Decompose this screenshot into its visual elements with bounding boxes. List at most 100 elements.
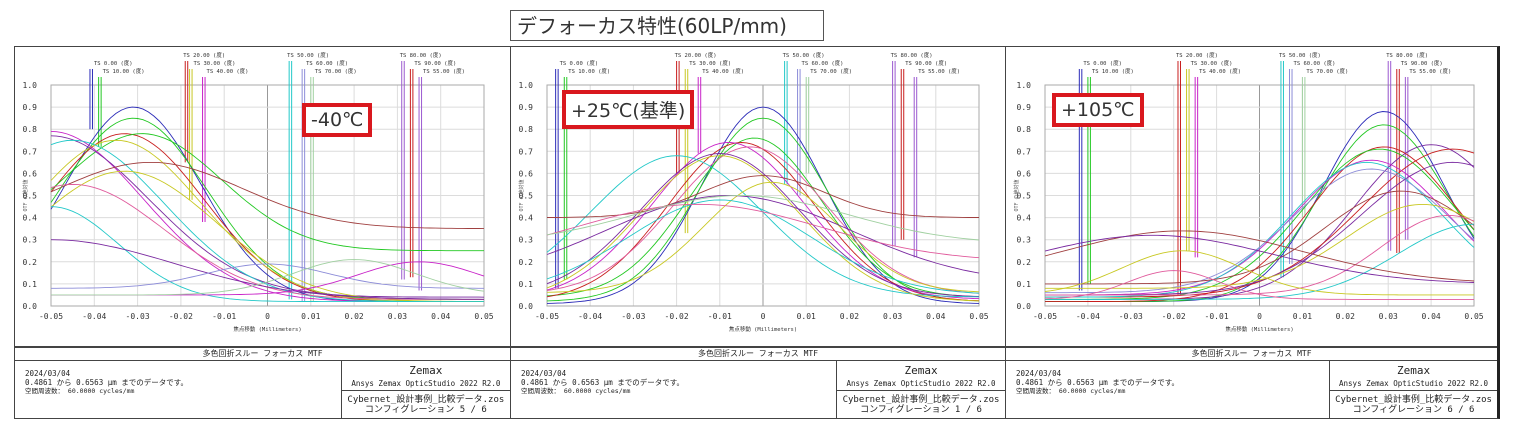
footer-title: 多色回折スルー フォーカス MTF <box>15 348 510 361</box>
series-line-s16 <box>51 259 485 296</box>
mtf-panel-plus105: -0.05 -0.04 -0.03 -0.02 -0.01 0 0.01 0.02 0.03 0.… <box>1005 46 1500 419</box>
footer-brand-box: Zemax Ansys Zemax OpticStudio 2022 R2.0 <box>341 361 510 391</box>
series-line-s11 <box>1045 190 1475 285</box>
field-marker-label: TS 0.00 (度) <box>1083 59 1122 67</box>
y-tick-label: 0.8 <box>23 125 38 134</box>
series-line-s15 <box>1044 230 1475 282</box>
x-tick-label: 0.03 <box>388 312 407 321</box>
footer-file-box: Cybernet_設計事例_比較データ.zos コンフィグレーション 5 / 6 <box>342 392 510 418</box>
series-line-s1 <box>546 106 980 304</box>
footer-config: コンフィグレーション 5 / 6 <box>364 405 487 415</box>
y-tick-label: 0.8 <box>1017 125 1032 134</box>
mtf-chart: -0.05 -0.04 -0.03 -0.02 -0.01 0 0.01 0.02 0.03 0.… <box>1013 51 1484 333</box>
y-tick-label: 0.5 <box>23 192 38 201</box>
field-marker-label: TS 20.00 (度) <box>1176 51 1218 59</box>
x-tick-label: 0.01 <box>301 312 320 321</box>
y-tick-label: 0.1 <box>23 280 38 289</box>
footer-wavelength: 0.4861 から 0.6563 μm までのデータです。 <box>25 378 189 387</box>
footer-version: Ansys Zemax OpticStudio 2022 R2.0 <box>846 379 996 388</box>
x-axis-label: 焦点移動 (Millimeters) <box>729 325 797 333</box>
field-marker-label: TS 30.00 (度) <box>1191 59 1233 67</box>
field-marker-label: TS 40.00 (度) <box>207 67 249 75</box>
x-tick-label: 0.05 <box>969 312 988 321</box>
x-tick-label: 0.04 <box>926 312 945 321</box>
series-line-s16 <box>1044 234 1475 283</box>
series-line-s12 <box>50 206 484 303</box>
x-tick-label: -0.04 <box>1076 312 1100 321</box>
field-marker-label: TS 50.00 (度) <box>287 51 329 59</box>
report-footer: 多色回折スルー フォーカス MTF 2024/03/04 0.4861 から 0… <box>1006 346 1497 418</box>
plot-frame <box>50 84 485 307</box>
field-marker-label: TS 80.00 (度) <box>1386 51 1428 59</box>
x-tick-label: 0.04 <box>1421 312 1440 321</box>
x-tick-label: -0.03 <box>621 312 645 321</box>
x-tick-label: 0 <box>1257 312 1262 321</box>
y-tick-label: 0.9 <box>23 103 38 112</box>
footer-date: 2024/03/04 <box>1016 369 1062 378</box>
x-tick-label: -0.03 <box>126 312 150 321</box>
field-marker-label: TS 90.00 (度) <box>414 59 456 67</box>
field-marker-label: TS 90.00 (度) <box>1401 59 1443 67</box>
y-tick-label: 0.5 <box>519 192 534 201</box>
series-line-s17 <box>1044 250 1474 296</box>
field-marker-label: TS 60.00 (度) <box>306 59 348 67</box>
field-marker-label: TS 20.00 (度) <box>183 51 225 59</box>
series-line-s7 <box>546 153 980 297</box>
x-tick-label: 0.03 <box>1379 312 1398 321</box>
field-marker-label: TS 70.00 (度) <box>315 67 357 75</box>
field-marker-label: TS 0.00 (度) <box>560 59 599 67</box>
footer-info: 2024/03/04 0.4861 から 0.6563 μm までのデータです。… <box>511 361 838 418</box>
series-line-s6 <box>546 146 980 294</box>
y-tick-label: 0.7 <box>519 147 534 156</box>
footer-brand-box: Zemax Ansys Zemax OpticStudio 2022 R2.0 <box>837 361 1005 391</box>
series-line-s14 <box>546 203 980 259</box>
footer-version: Ansys Zemax OpticStudio 2022 R2.0 <box>1339 379 1489 388</box>
footer-filename: Cybernet_設計事例_比較データ.zos <box>842 395 1000 405</box>
x-tick-label: -0.04 <box>82 312 106 321</box>
x-axis-label: 焦点移動 (Millimeters) <box>1225 325 1293 333</box>
footer-config: コンフィグレーション 6 / 6 <box>1352 405 1475 415</box>
temperature-label: +25℃(基準) <box>562 90 695 129</box>
y-tick-label: 0.7 <box>1017 147 1032 156</box>
y-axis-label: OTF の絶対値 <box>22 179 29 211</box>
x-tick-label: 0.04 <box>431 312 450 321</box>
y-tick-label: 0.3 <box>23 236 38 245</box>
x-tick-label: 0.02 <box>1336 312 1355 321</box>
footer-title: 多色回折スルー フォーカス MTF <box>511 348 1005 361</box>
field-marker-label: TS 60.00 (度) <box>1294 59 1336 67</box>
field-marker-label: TS 55.00 (度) <box>918 67 960 75</box>
footer-brand: Zemax <box>1396 364 1431 377</box>
y-tick-label: 0.1 <box>519 280 534 289</box>
x-tick-label: 0.03 <box>883 312 902 321</box>
y-tick-label: 0.4 <box>23 214 38 223</box>
series-line-s12 <box>546 195 980 274</box>
field-marker-label: TS 60.00 (度) <box>802 59 844 67</box>
y-tick-label: 0.6 <box>23 169 38 178</box>
y-tick-label: 0.0 <box>1017 302 1032 311</box>
footer-spatial-frequency: 空間周波数： 60.0000 cycles/mm <box>521 387 631 395</box>
footer-filename: Cybernet_設計事例_比較データ.zos <box>347 395 505 405</box>
series-line-s15 <box>546 195 980 241</box>
series-line-s12 <box>1045 203 1475 289</box>
temperature-label: -40℃ <box>302 103 373 137</box>
y-tick-label: 0.4 <box>1017 214 1032 223</box>
x-tick-label: 0 <box>265 312 270 321</box>
y-tick-label: 1.0 <box>1017 81 1032 90</box>
field-marker-label: TS 0.00 (度) <box>94 59 133 67</box>
series-line-s18 <box>1044 270 1474 300</box>
mtf-chart: -0.05 -0.04 -0.03 -0.02 -0.01 0 0.01 0.02 0.03 0.… <box>518 51 989 333</box>
footer-wavelength: 0.4861 から 0.6563 μm までのデータです。 <box>1016 378 1180 387</box>
footer-spatial-frequency: 空間周波数： 60.0000 cycles/mm <box>25 387 135 395</box>
y-tick-label: 0.2 <box>519 258 534 267</box>
field-marker-label: TS 40.00 (度) <box>1199 67 1241 75</box>
y-tick-label: 0.0 <box>519 302 534 311</box>
field-marker-label: TS 10.00 (度) <box>568 67 610 75</box>
mtf-panel-minus40: -0.05 -0.04 -0.03 -0.02 -0.01 0 0.01 0.02 0.03 0.… <box>14 46 511 419</box>
series-line-s2 <box>546 117 980 302</box>
mtf-chart: -0.05 -0.04 -0.03 -0.02 -0.01 0 0.01 0.02 0.03 0.… <box>22 51 494 333</box>
report-footer: 多色回折スルー フォーカス MTF 2024/03/04 0.4861 から 0… <box>511 346 1005 418</box>
x-tick-label: -0.02 <box>1162 312 1186 321</box>
field-marker-label: TS 10.00 (度) <box>103 67 145 75</box>
field-marker-label: TS 55.00 (度) <box>423 67 465 75</box>
y-tick-label: 0.2 <box>23 258 38 267</box>
